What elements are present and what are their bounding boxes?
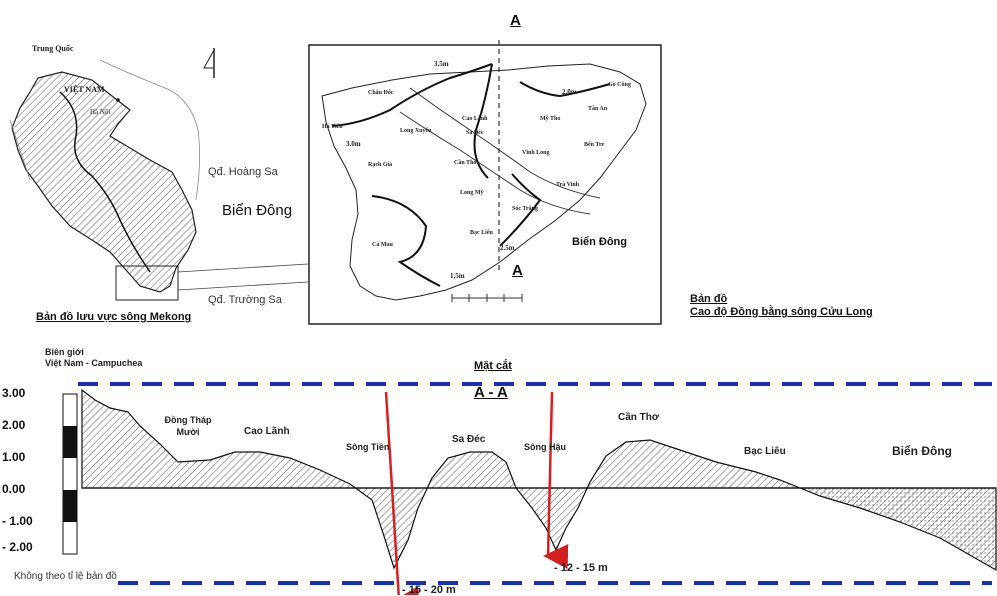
caption-delta-line2: Cao độ Đồng bằng sông Cửu Long (690, 306, 873, 318)
contour-1-5: 1.5m (450, 272, 465, 280)
depth-song-hau: - 12 - 15 m (554, 562, 608, 574)
profile-can-tho: Cần Thơ (618, 412, 659, 423)
scale-tick-minus2: - 2.00 (2, 540, 33, 554)
place-my-tho: Mỹ Tho (540, 116, 561, 122)
label-bien-dong-delta: Biển Đông (572, 236, 627, 248)
arrow-song-hau (543, 391, 569, 569)
place-vinh-long: Vĩnh Long (522, 150, 550, 156)
place-long-my: Long Mỹ (460, 190, 484, 196)
profile-ground (81, 388, 997, 572)
scale-tick-2: 2.00 (2, 418, 26, 432)
label-truong-sa: Qđ. Trường Sa (208, 294, 282, 306)
profile-sa-dec: Sa Đéc (452, 434, 486, 445)
label-ha-noi: Hà Nội (90, 108, 111, 116)
label-hoang-sa: Qđ. Hoàng Sa (208, 166, 278, 178)
contour-2-0: 2.0m (562, 88, 577, 96)
caption-delta-line1: Bản đồ (690, 293, 728, 305)
profile-title-line2: A - A (474, 384, 508, 401)
section-label-top: A (510, 12, 521, 29)
contour-2-5: 2.5m (500, 244, 515, 252)
place-ca-mau: Cà Mau (372, 242, 393, 248)
place-cao-lanh: Cao Lãnh (462, 116, 488, 122)
scale-tick-minus1: - 1.00 (2, 514, 33, 528)
section-label-bottom: A (512, 262, 523, 279)
mekong-basin-map (9, 59, 200, 301)
place-go-cong: Gò Công (608, 82, 631, 88)
profile-cao-lanh: Cao Lãnh (244, 426, 290, 437)
place-bac-lieu: Bạc Liêu (470, 230, 493, 236)
place-rach-gia: Rạch Giá (368, 162, 393, 168)
scale-bar (62, 393, 78, 555)
scale-tick-1: 1.00 (2, 450, 26, 464)
profile-bac-lieu: Bạc Liêu (744, 446, 786, 457)
place-soc-trang: Sóc Trăng (512, 206, 538, 212)
contour-3-5: 3.5m (434, 60, 449, 68)
profile-song-tien: Sông Tiền (346, 442, 390, 452)
place-tan-an: Tân An (588, 106, 608, 112)
place-can-tho: Cần Thơ (454, 160, 477, 166)
contour-3-0: 3.0m (346, 140, 361, 148)
label-trung-quoc: Trung Quốc (32, 44, 74, 53)
profile-dong-thap-muoi: Đồng Tháp Mười (164, 415, 212, 437)
caption-mekong-map: Bản đồ lưu vực sông Mekong (36, 311, 192, 323)
scale-tick-3: 3.00 (2, 386, 26, 400)
place-long-xuyen: Long Xuyên (400, 128, 432, 134)
profile-note: Không theo tỉ lệ bản đồ (14, 571, 117, 582)
place-ben-tre: Bến Tre (584, 142, 605, 148)
depth-song-tien: - 15 - 20 m (402, 584, 456, 596)
label-bien-dong-left: Biển Đông (222, 202, 293, 219)
profile-title-line1: Mặt cắt (474, 360, 512, 372)
place-ha-tien: Hà Tiên (322, 124, 343, 130)
label-viet-nam-campuchea: Việt Nam - Campuchea (45, 358, 143, 368)
profile-bien-dong: Biển Đông (892, 444, 952, 458)
place-chau-doc: Châu Đốc (368, 90, 394, 96)
north-arrow-icon (203, 48, 215, 78)
scale-tick-0: 0.00 (2, 482, 26, 496)
label-viet-nam: VIỆT NAM (64, 85, 105, 94)
label-bien-gioi: Biên giới (45, 347, 84, 357)
arrow-song-tien (384, 391, 420, 595)
place-tra-vinh: Trà Vinh (556, 182, 580, 188)
delta-map (308, 40, 662, 325)
place-sa-dec: Sa Đéc (466, 130, 484, 136)
profile-song-hau: Sông Hậu (524, 442, 566, 452)
